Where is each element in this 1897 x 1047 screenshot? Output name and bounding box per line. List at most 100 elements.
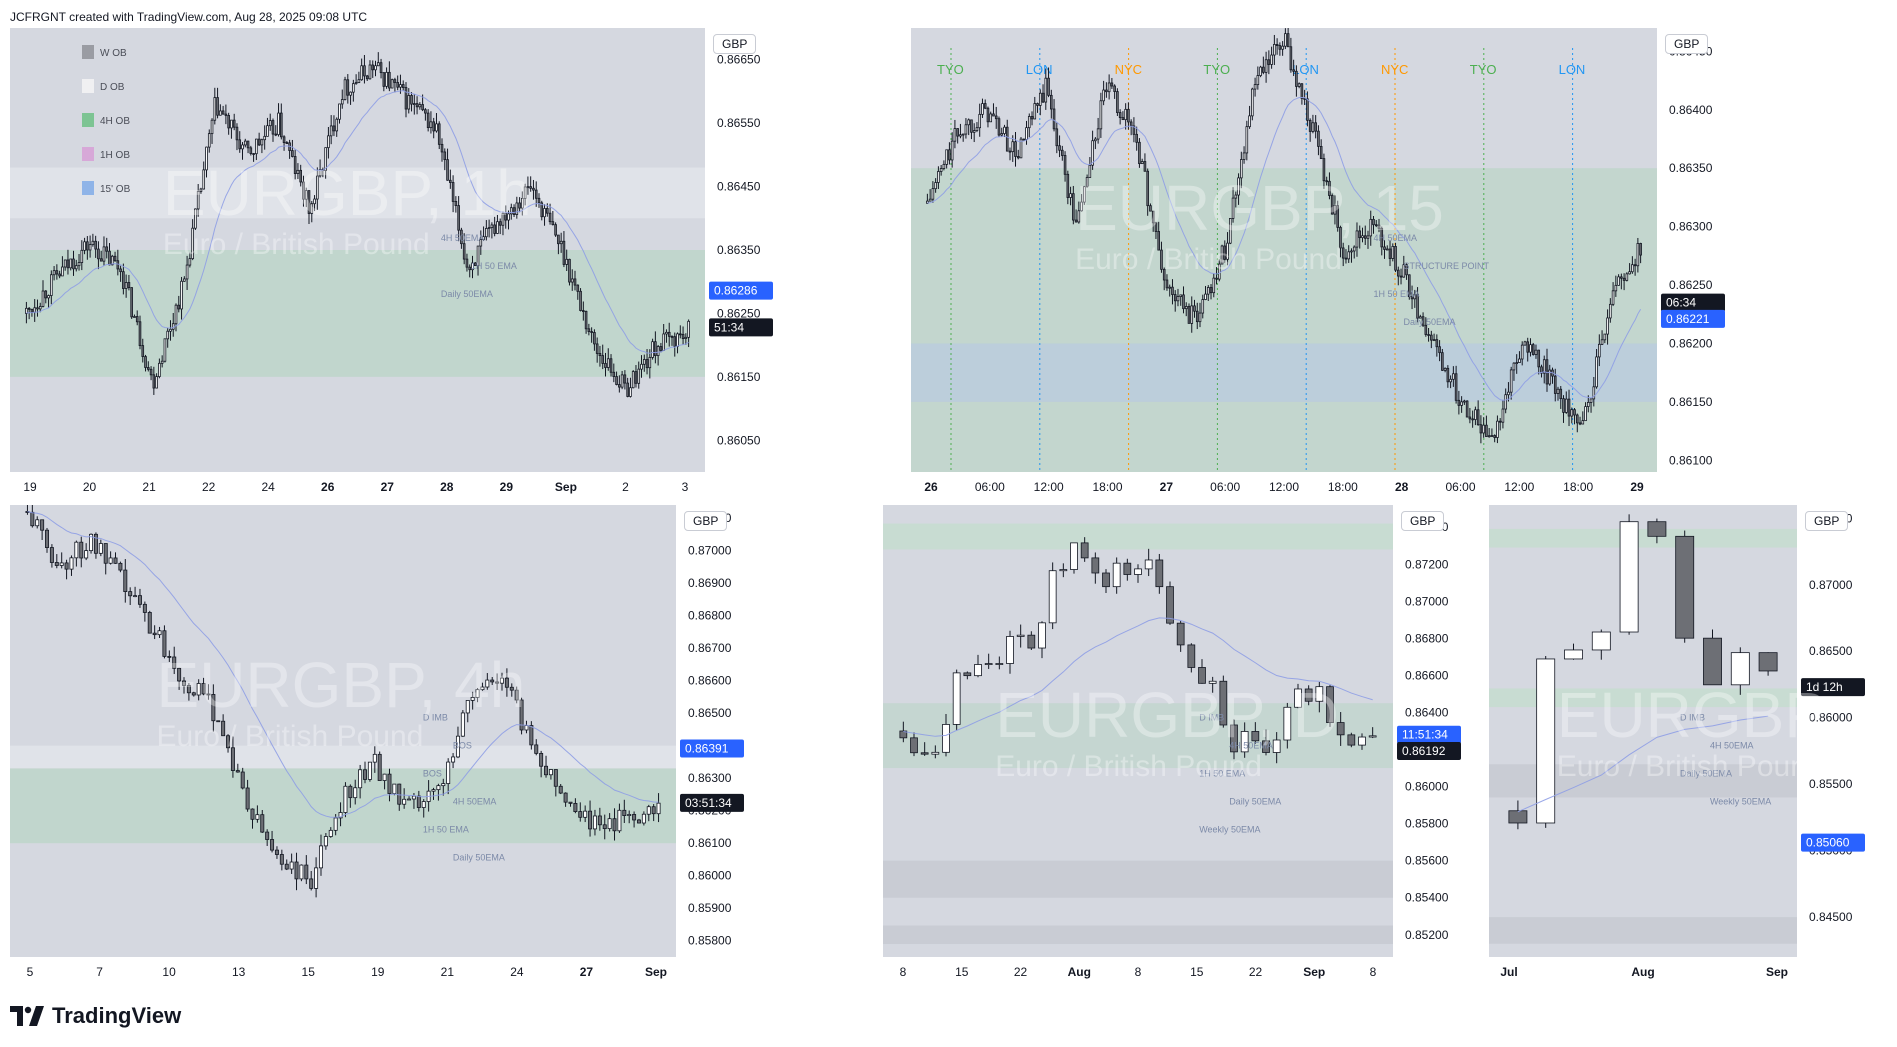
- candle: [1383, 240, 1386, 259]
- candle: [199, 187, 203, 194]
- candle: [1144, 548, 1153, 577]
- candle: [376, 52, 380, 67]
- x-tick-label: 8: [900, 965, 907, 979]
- candle: [235, 763, 240, 773]
- x-tick-label: 2: [622, 480, 629, 494]
- candle: [615, 371, 618, 386]
- panel-eurgbp-15m[interactable]: TYOLONNYCTYOLONNYCTYOLON0.864500.864000.…: [911, 28, 1887, 500]
- candle: [670, 335, 674, 346]
- indicator-label: BOS: [423, 769, 442, 779]
- candle: [1289, 37, 1293, 73]
- candle: [343, 76, 347, 101]
- x-tick-label: 3: [682, 480, 689, 494]
- candle: [1212, 273, 1216, 298]
- x-tick-label: 27: [580, 965, 594, 979]
- y-tick-label: 0.86800: [1405, 631, 1449, 645]
- chart-svg[interactable]: 0.875000.870000.865000.860000.855000.850…: [1489, 505, 1887, 985]
- candle: [1143, 153, 1147, 172]
- candle: [1625, 272, 1629, 282]
- candle: [1099, 92, 1103, 138]
- candle: [462, 233, 466, 265]
- currency-badge[interactable]: GBP: [713, 34, 757, 54]
- candle: [1091, 552, 1100, 584]
- candle: [446, 758, 451, 795]
- zone-box: [10, 745, 676, 769]
- candle: [421, 799, 426, 818]
- candle: [515, 196, 519, 219]
- candle: [1631, 256, 1634, 274]
- currency-badge[interactable]: GBP: [684, 511, 728, 531]
- x-tick-label: 26: [924, 480, 938, 494]
- panel-eurgbp-4h[interactable]: 0.871000.870000.869000.868000.867000.866…: [10, 505, 876, 985]
- candle: [1449, 375, 1452, 389]
- candle: [1030, 111, 1034, 126]
- candle: [1622, 273, 1626, 291]
- tradingview-brand[interactable]: TradingView: [10, 1003, 181, 1029]
- candle: [1416, 287, 1419, 323]
- candle: [314, 857, 319, 898]
- candle: [1048, 562, 1057, 630]
- candle: [1592, 376, 1596, 407]
- candle: [984, 653, 993, 669]
- candle: [679, 325, 682, 339]
- candle: [1430, 330, 1433, 349]
- candle: [1369, 210, 1373, 246]
- candle: [504, 205, 508, 229]
- y-tick-label: 0.86500: [1809, 644, 1853, 658]
- candle: [1564, 643, 1583, 660]
- candle: [1446, 365, 1450, 388]
- panel-eurgbp-1h[interactable]: 0.86650 0.86550 0.86450 0.86350 0.86250 0.861…: [10, 28, 905, 500]
- chart-svg[interactable]: 0.871000.870000.869000.868000.867000.866…: [10, 505, 876, 985]
- candle: [507, 210, 510, 230]
- candle: [1333, 195, 1337, 225]
- candle: [1006, 630, 1014, 674]
- candle: [1493, 434, 1496, 443]
- candle: [30, 505, 35, 528]
- candle: [388, 61, 391, 92]
- candle: [103, 543, 108, 575]
- candle: [1347, 732, 1356, 748]
- candle: [1589, 398, 1593, 413]
- candle: [963, 671, 972, 680]
- candle: [123, 559, 128, 603]
- candle: [1204, 285, 1207, 301]
- candle: [122, 263, 125, 295]
- candle: [288, 139, 291, 159]
- candle: [1157, 221, 1160, 251]
- candle: [623, 370, 627, 390]
- candle: [1374, 220, 1378, 228]
- candle: [654, 331, 657, 364]
- currency-badge[interactable]: GBP: [1805, 511, 1849, 531]
- panel-eurgbp-daily[interactable]: 0.874000.872000.870000.868000.866000.864…: [883, 505, 1483, 985]
- candle: [468, 264, 472, 278]
- candle: [1529, 338, 1532, 357]
- chart-svg[interactable]: 0.86650 0.86550 0.86450 0.86350 0.86250 0.861…: [10, 28, 905, 500]
- candle: [160, 355, 164, 368]
- candle: [310, 200, 314, 223]
- price-tag: 03:51:34: [680, 793, 744, 812]
- currency-badge[interactable]: GBP: [1665, 34, 1709, 54]
- panel-eurgbp-weekly[interactable]: 0.875000.870000.865000.860000.855000.850…: [1489, 505, 1887, 985]
- candle: [363, 55, 366, 84]
- candle: [1408, 274, 1411, 300]
- candle: [1231, 187, 1235, 223]
- y-tick-label: 0.86350: [1669, 161, 1713, 175]
- x-tick-label: 18:00: [1092, 480, 1122, 494]
- candle: [1116, 88, 1119, 116]
- candle: [130, 287, 133, 319]
- candle: [113, 552, 118, 564]
- candle: [1523, 340, 1527, 346]
- y-tick-label: 0.86600: [1405, 668, 1449, 682]
- y-tick-label: 0.85500: [1809, 777, 1853, 791]
- currency-badge[interactable]: GBP: [1401, 511, 1445, 531]
- candle: [540, 200, 544, 221]
- legend-label: W OB: [100, 48, 127, 59]
- candle: [1281, 41, 1284, 56]
- candle: [357, 71, 361, 84]
- chart-svg[interactable]: 0.874000.872000.870000.868000.866000.864…: [883, 505, 1483, 985]
- chart-svg[interactable]: TYOLONNYCTYOLONNYCTYOLON0.864500.864000.…: [911, 28, 1887, 500]
- candle: [1385, 245, 1389, 251]
- candle: [1512, 362, 1516, 381]
- candle: [521, 191, 524, 216]
- candle: [393, 77, 397, 93]
